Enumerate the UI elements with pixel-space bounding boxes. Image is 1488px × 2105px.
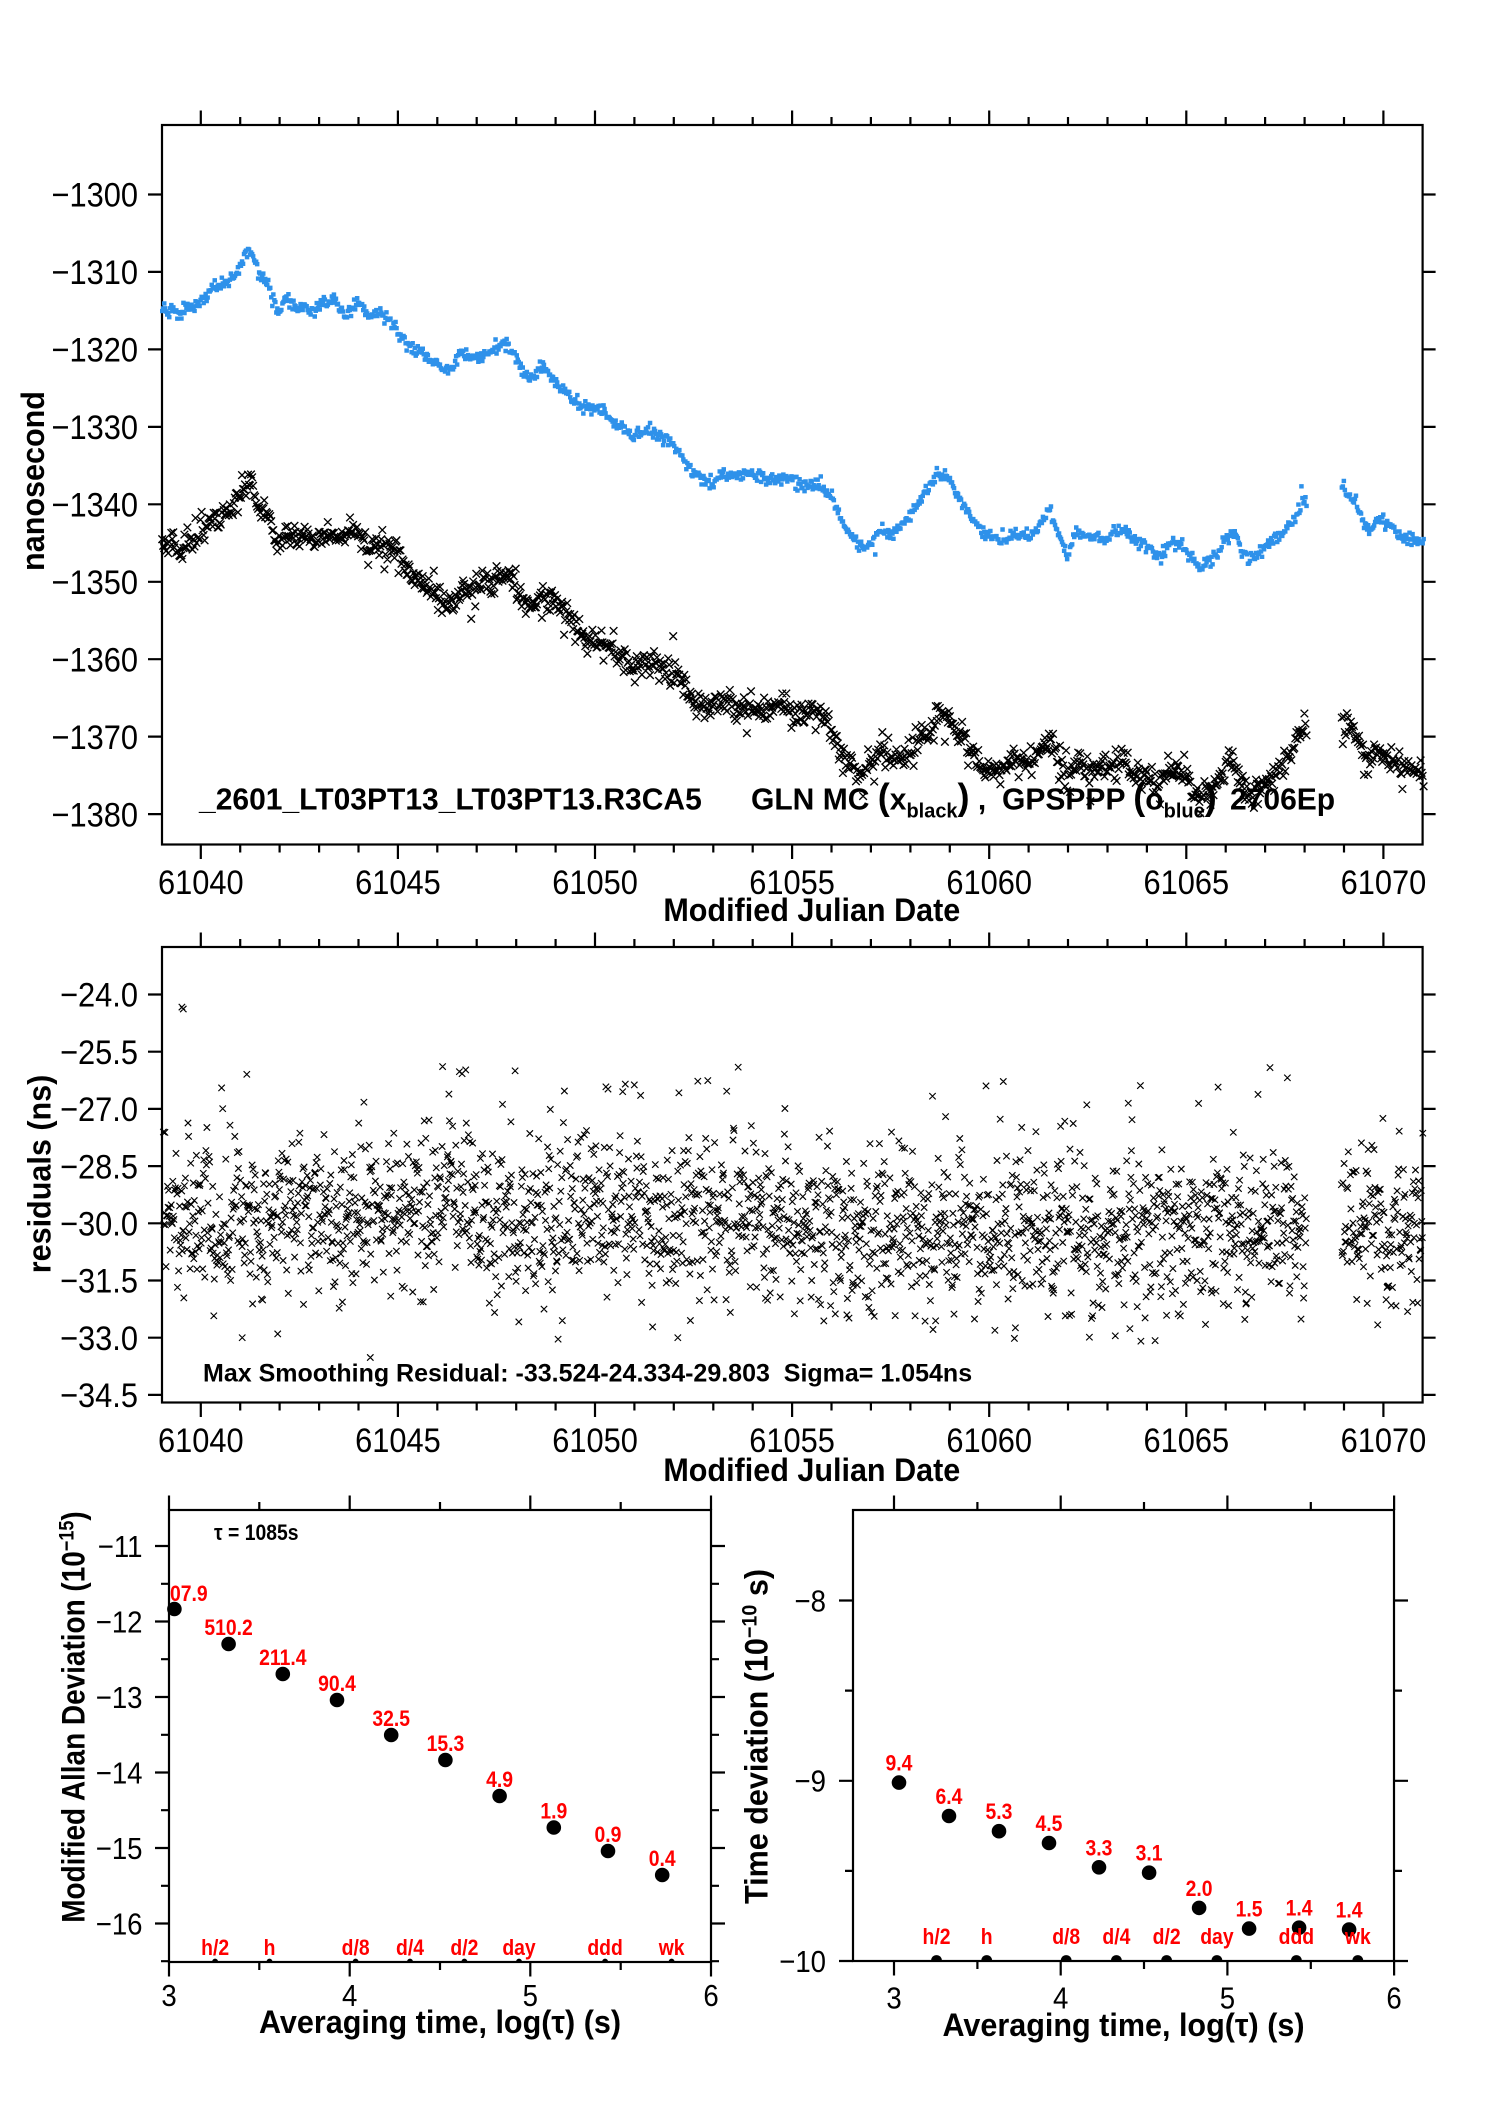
svg-text:0.9: 0.9 [595,1823,622,1847]
svg-text:day: day [1200,1925,1234,1949]
svg-text:−8: −8 [795,1584,826,1619]
svg-text:−1380: −1380 [52,795,138,834]
svg-text:Max Smoothing Residual: -33.52: Max Smoothing Residual: -33.524-24.334-2… [203,1360,972,1388]
svg-text:61065: 61065 [1143,1421,1229,1460]
svg-text:−1320: −1320 [52,330,138,369]
svg-text:h/2: h/2 [201,1936,229,1960]
svg-text:d/8: d/8 [342,1936,370,1960]
svg-text:h/2: h/2 [923,1925,951,1949]
svg-text:−30.0: −30.0 [60,1204,138,1243]
svg-text:61055: 61055 [749,1421,835,1460]
svg-text:2.0: 2.0 [1186,1877,1213,1901]
svg-text:61045: 61045 [355,862,441,901]
svg-text:3.1: 3.1 [1136,1842,1163,1866]
svg-text:GLN MC (xblack) ,: GLN MC (xblack) , [751,776,986,822]
svg-text:3: 3 [886,1981,901,2016]
svg-text:Modified Julian Date: Modified Julian Date [663,891,960,928]
svg-text:residuals (ns): residuals (ns) [20,1075,57,1274]
svg-text:−27.0: −27.0 [60,1089,138,1128]
svg-text:6: 6 [703,1978,718,2013]
svg-text:6: 6 [1386,1981,1401,2016]
svg-text:−1300: −1300 [52,175,138,214]
svg-text:−14: −14 [96,1756,143,1791]
svg-text:d/8: d/8 [1052,1925,1080,1949]
svg-text:wk: wk [658,1936,685,1960]
svg-text:nanosecond: nanosecond [14,391,51,571]
svg-text:h: h [264,1936,276,1960]
svg-text:4: 4 [342,1978,357,2013]
svg-text:1.9: 1.9 [540,1799,567,1823]
svg-text:2706Ep: 2706Ep [1230,782,1335,816]
svg-text:−11: −11 [98,1529,143,1564]
svg-text:61070: 61070 [1341,1421,1427,1460]
svg-text:GPSPPP (oblue): GPSPPP (oblue) [1002,776,1217,822]
svg-text:d/4: d/4 [396,1936,424,1960]
svg-text:ddd: ddd [1279,1925,1314,1949]
svg-text:−1310: −1310 [52,252,138,291]
svg-text:61060: 61060 [946,1421,1032,1460]
svg-text:61060: 61060 [946,862,1032,901]
svg-text:3.3: 3.3 [1086,1836,1113,1860]
svg-text:510.2: 510.2 [204,1616,252,1640]
svg-text:5.3: 5.3 [986,1800,1013,1824]
svg-text:−1370: −1370 [52,717,138,756]
svg-text:6.4: 6.4 [936,1785,963,1809]
svg-text:−1330: −1330 [52,407,138,446]
svg-text:−15: −15 [96,1831,143,1866]
svg-text:5: 5 [523,1978,538,2013]
svg-text:9.4: 9.4 [886,1751,913,1775]
svg-text:1.4: 1.4 [1336,1898,1363,1922]
svg-text:1.5: 1.5 [1236,1897,1263,1921]
svg-text:61040: 61040 [158,862,244,901]
svg-text:−1340: −1340 [52,485,138,524]
svg-text:61050: 61050 [552,1421,638,1460]
svg-text:1.4: 1.4 [1286,1897,1313,1921]
svg-text:−13: −13 [96,1680,143,1715]
svg-text:4.9: 4.9 [486,1768,513,1792]
svg-text:5: 5 [1220,1981,1235,2016]
svg-text:61055: 61055 [749,862,835,901]
svg-text:−1360: −1360 [52,640,138,679]
svg-text:61070: 61070 [1341,862,1427,901]
svg-text:Modified Allan Deviation (10−1: Modified Allan Deviation (10−15) [55,1511,92,1922]
svg-text:−25.5: −25.5 [60,1032,138,1071]
svg-text:Averaging time, log(τ) (s): Averaging time, log(τ) (s) [942,2006,1304,2043]
svg-text:ddd: ddd [587,1936,622,1960]
svg-text:61065: 61065 [1143,862,1229,901]
svg-text:3: 3 [161,1978,176,2013]
svg-text:Averaging time, log(τ) (s): Averaging time, log(τ) (s) [259,2003,621,2040]
svg-text:61045: 61045 [355,1421,441,1460]
svg-text:0.4: 0.4 [649,1847,676,1871]
svg-text:15.3: 15.3 [427,1732,465,1756]
svg-text:−16: −16 [96,1907,143,1942]
svg-text:61050: 61050 [552,862,638,901]
svg-text:4: 4 [1053,1981,1068,2016]
svg-text:90.4: 90.4 [318,1672,356,1696]
svg-text:211.4: 211.4 [259,1646,307,1670]
svg-text:d/2: d/2 [1153,1925,1181,1949]
svg-text:τ = 1085s: τ = 1085s [214,1521,299,1545]
svg-text:−24.0: −24.0 [60,975,138,1014]
svg-text:−33.0: −33.0 [60,1318,138,1357]
svg-text:day: day [502,1936,536,1960]
svg-text:−10: −10 [779,1944,826,1979]
svg-text:32.5: 32.5 [372,1707,410,1731]
svg-text:4.5: 4.5 [1036,1812,1063,1836]
svg-text:−1350: −1350 [52,562,138,601]
svg-text:07.9: 07.9 [170,1582,208,1606]
svg-text:d/4: d/4 [1102,1925,1130,1949]
svg-text:−28.5: −28.5 [60,1147,138,1186]
svg-text:−12: −12 [96,1605,143,1640]
svg-text:61040: 61040 [158,1421,244,1460]
svg-text:Modified Julian Date: Modified Julian Date [663,1451,960,1488]
svg-text:h: h [981,1925,993,1949]
svg-text:wk: wk [1344,1925,1371,1949]
svg-text:d/2: d/2 [450,1936,478,1960]
svg-text:−34.5: −34.5 [60,1375,138,1414]
svg-text:−31.5: −31.5 [60,1261,138,1300]
svg-text:_2601_LT03PT13_LT03PT13.R3CA5: _2601_LT03PT13_LT03PT13.R3CA5 [198,782,702,816]
svg-text:−9: −9 [795,1764,826,1799]
